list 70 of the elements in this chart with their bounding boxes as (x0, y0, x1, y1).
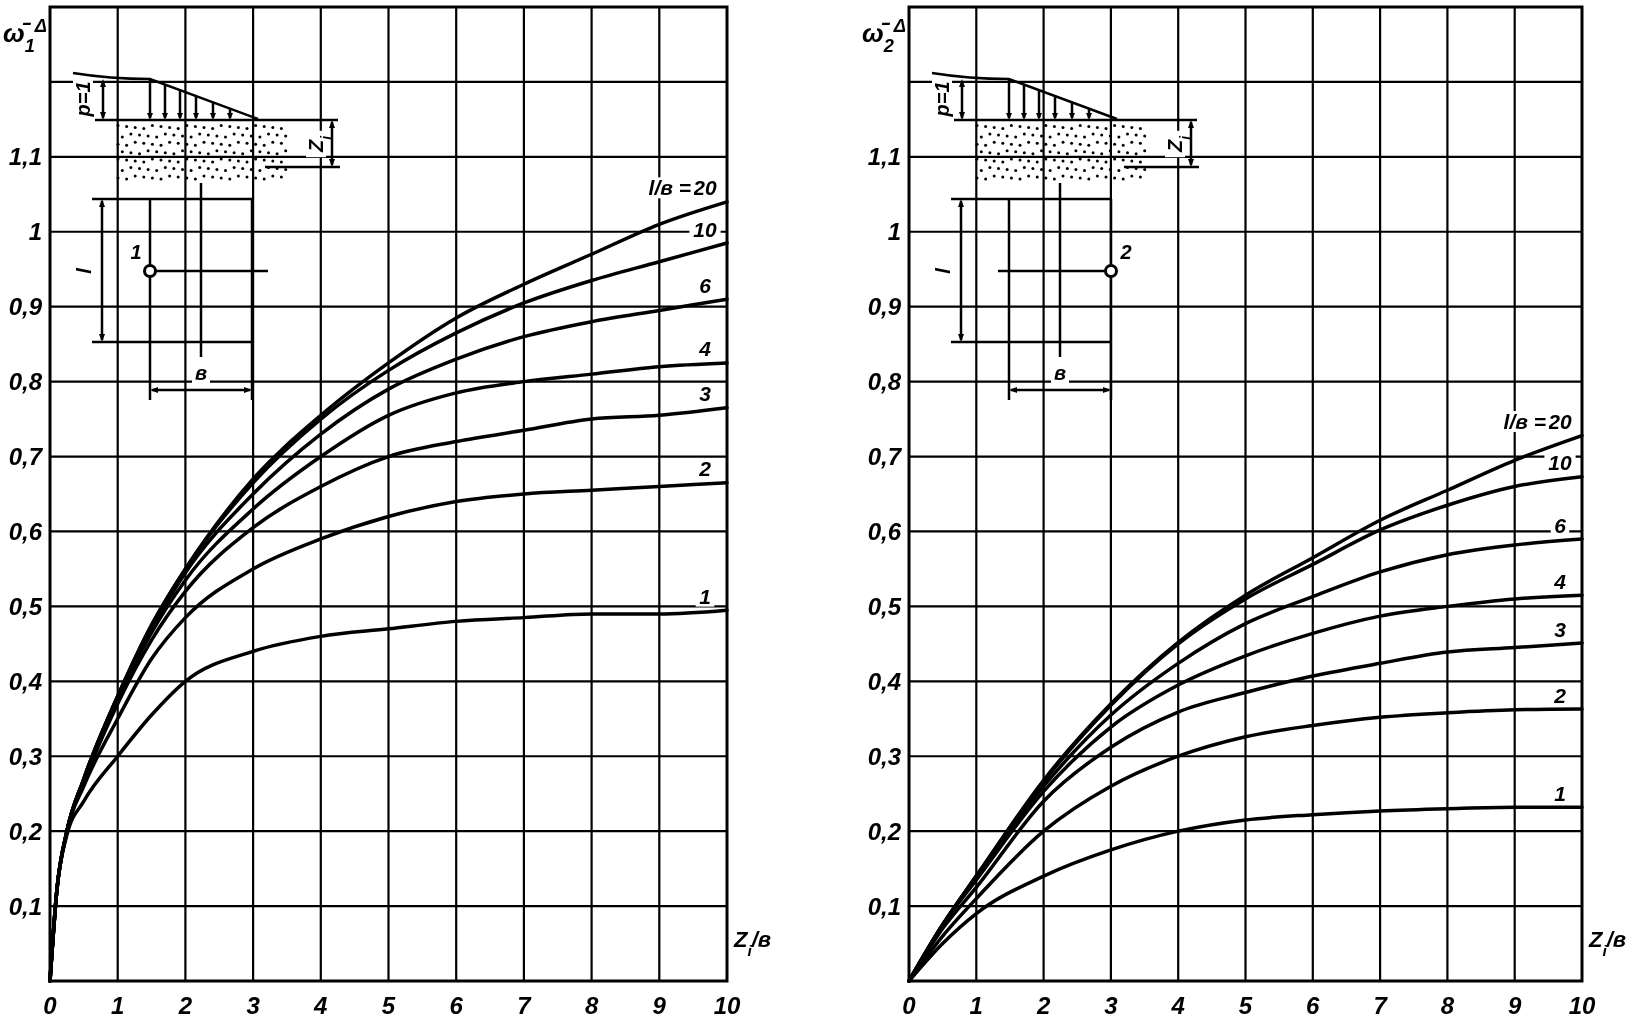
y-tick-label: 0,8 (8, 368, 43, 396)
annotation: p=1 (72, 81, 95, 118)
x-tick-label: 8 (584, 991, 599, 1019)
y-tick-label: 0,1 (867, 892, 901, 920)
y-tick-label: 0,4 (8, 667, 42, 695)
x-tick-label: 4 (1170, 991, 1185, 1019)
y-tick-label: 1 (887, 218, 901, 246)
series-label: 10 (693, 217, 717, 241)
x-axis-title: Z$_{i}$/в (1588, 926, 1627, 959)
y-tick-label: 0,7 (867, 443, 903, 471)
y-tick-label: 0,5 (8, 593, 43, 621)
x-tick-label: 0 (902, 991, 917, 1019)
x-tick-label: 3 (246, 991, 261, 1019)
x-tick-label: 1 (969, 991, 983, 1019)
series-label: 4 (1553, 569, 1567, 593)
x-tick-label: 6 (1306, 991, 1321, 1019)
x-tick-label: 10 (713, 991, 741, 1019)
y-tick-label: 0,3 (8, 742, 43, 770)
y-tick-label: 1,1 (867, 143, 901, 171)
series-label: 3 (699, 382, 712, 406)
series-label: 1 (699, 584, 711, 608)
series-label: 10 (1548, 451, 1572, 475)
annotation: l (73, 267, 96, 274)
annotation: в (1053, 362, 1067, 385)
y-tick-label: 0,9 (8, 293, 43, 321)
y-tick-label: 0,2 (8, 817, 43, 845)
series-label: 1 (1554, 781, 1566, 805)
x-tick-label: 5 (1238, 991, 1253, 1019)
x-tick-label: 6 (449, 991, 464, 1019)
legend-title: l/в = (648, 176, 691, 200)
x-tick-label: 2 (177, 991, 193, 1019)
y-tick-label: 0,6 (8, 518, 43, 546)
x-tick-label: 7 (517, 991, 533, 1019)
series-label: 20 (1547, 410, 1572, 434)
series-label: 6 (699, 273, 712, 297)
y-tick-label: 0,9 (867, 293, 902, 321)
series-label: 2 (698, 457, 712, 481)
series-label: 2 (1553, 683, 1567, 707)
x-tick-label: 1 (111, 991, 125, 1019)
series-label: 20 (692, 176, 717, 200)
x-tick-label: 3 (1104, 991, 1119, 1019)
x-tick-label: 9 (1508, 991, 1523, 1019)
annotation: p=1 (931, 81, 954, 118)
x-tick-label: 10 (1568, 991, 1596, 1019)
x-tick-label: 7 (1373, 991, 1389, 1019)
x-tick-label: 5 (381, 991, 396, 1019)
series-label: 4 (698, 337, 712, 361)
x-tick-label: 4 (313, 991, 328, 1019)
x-tick-label: 8 (1440, 991, 1455, 1019)
y-tick-label: 1,1 (8, 143, 42, 171)
y-tick-label: 0,4 (867, 667, 901, 695)
annotation: 1 (130, 241, 142, 264)
x-tick-label: 2 (1035, 991, 1051, 1019)
x-axis-title: Z$_{i}$/в (733, 926, 772, 959)
y-tick-label: 1 (28, 218, 42, 246)
x-tick-label: 9 (652, 991, 667, 1019)
annotation: 2 (1119, 241, 1132, 264)
series-label: 6 (1554, 513, 1567, 537)
annotation: l (932, 267, 955, 274)
y-tick-label: 0,2 (867, 817, 902, 845)
y-tick-label: 0,7 (8, 443, 44, 471)
series-label: 3 (1554, 617, 1567, 641)
y-tick-label: 0,1 (8, 892, 42, 920)
y-tick-label: 0,3 (867, 742, 902, 770)
x-tick-label: 0 (43, 991, 58, 1019)
annotation: в (194, 362, 208, 385)
y-tick-label: 0,8 (867, 368, 902, 396)
y-tick-label: 0,5 (867, 593, 902, 621)
legend-title: l/в = (1503, 410, 1546, 434)
y-tick-label: 0,6 (867, 518, 902, 546)
